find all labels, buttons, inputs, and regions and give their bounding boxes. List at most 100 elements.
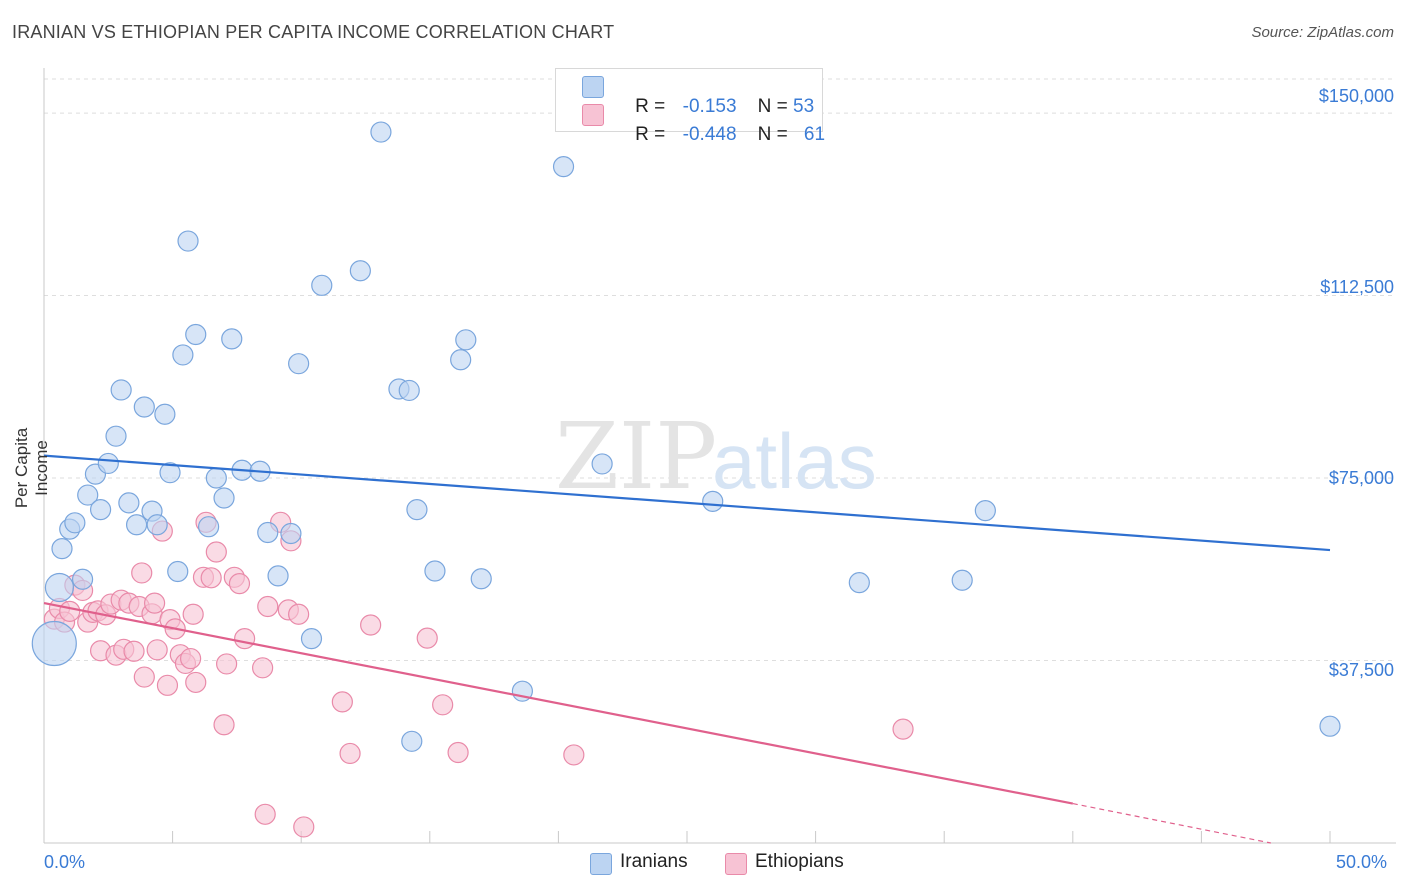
iranians-point	[470, 568, 492, 590]
iranians-point	[64, 512, 86, 534]
iranians-point	[300, 628, 323, 650]
watermark-zip: ZIP	[555, 403, 717, 510]
trend-lines	[43, 454, 1331, 844]
iranians-point	[133, 396, 155, 418]
ethiopians-point	[182, 603, 204, 625]
iranians-point	[205, 467, 227, 489]
iranians-point	[51, 537, 73, 560]
ethiopians-point	[131, 562, 153, 584]
y-tick-label: $150,000	[1318, 86, 1394, 106]
ethiopians-point	[59, 600, 81, 622]
n-label: N =	[757, 124, 788, 145]
y-axis-title: Per Capita Income	[12, 427, 51, 509]
iranians-point	[424, 560, 446, 582]
bottom-legend-ethiopians: Ethiopians	[755, 851, 844, 872]
ethiopians-point	[156, 674, 179, 696]
ethiopians-point	[293, 816, 315, 838]
iranians-point	[146, 514, 168, 536]
iranians-point	[118, 492, 140, 514]
n-label: N =	[757, 96, 788, 117]
legend-row-iranians: R = -0.153 N = 53	[614, 74, 814, 117]
iranians-point	[185, 323, 207, 346]
ethiopians-point	[216, 653, 238, 675]
ethiopians-point	[252, 657, 274, 679]
ethiopians-point	[143, 592, 166, 614]
y-tick-label: $37,500	[1328, 660, 1394, 680]
iranians-point	[951, 569, 973, 591]
ethiopians-points	[43, 511, 914, 838]
legend-row-ethiopians: R = -0.448 N = 61	[614, 102, 825, 145]
iranians-point	[71, 568, 94, 590]
ethiopians-point	[447, 741, 469, 764]
correlation-legend: R = -0.153 N = 53 R = -0.448 N = 61	[555, 68, 825, 145]
iranians-point	[177, 230, 199, 252]
ethiopians-point	[892, 718, 914, 740]
iranians-point	[198, 516, 220, 538]
iranians-point	[31, 620, 77, 667]
ethiopians-swatch	[582, 104, 604, 126]
ethiopians-point	[200, 567, 222, 589]
iranians-point	[406, 499, 428, 521]
ethiopians-point	[123, 640, 145, 662]
iranians-point	[267, 565, 289, 587]
ethiopians-point	[432, 694, 454, 716]
ethiopians-point	[416, 627, 438, 649]
r-value: -0.153	[682, 96, 737, 117]
y-tick-label: $75,000	[1328, 468, 1394, 488]
ethiopians-point	[185, 671, 207, 694]
iranians-point	[257, 521, 279, 544]
source-note: Source: ZipAtlas.com	[1251, 24, 1394, 41]
ethiopians-point	[254, 803, 276, 825]
iranians-point	[154, 403, 176, 425]
iranians-point	[974, 500, 996, 522]
iranians-point	[125, 514, 148, 536]
chart-title: IRANIAN VS ETHIOPIAN PER CAPITA INCOME C…	[12, 22, 615, 42]
bottom-legend-ethiopians-swatch	[725, 853, 747, 875]
iranians-point	[110, 379, 132, 401]
watermark-atlas: atlas	[712, 417, 877, 505]
ethiopians-point	[180, 647, 202, 670]
ethiopians-point	[205, 541, 227, 563]
x-tick-label-min: 0.0%	[44, 852, 86, 872]
iranians-point	[77, 484, 99, 506]
watermark: ZIP atlas	[555, 403, 877, 510]
iranians-point	[97, 452, 119, 475]
iranians-point	[450, 349, 472, 371]
iranians-point	[401, 730, 423, 752]
iranians-point	[280, 522, 302, 545]
ethiopians-point	[146, 639, 168, 661]
iranians-point	[221, 328, 243, 350]
r-label: R =	[635, 96, 666, 117]
iranians-point	[349, 260, 371, 282]
ethiopians-point	[213, 714, 235, 736]
iranians-point	[213, 487, 235, 509]
ethiopians-point	[228, 573, 251, 595]
iranians-point	[455, 329, 477, 351]
iranians-trend-line	[43, 454, 1331, 552]
iranians-point	[311, 274, 333, 296]
iranians-point	[370, 121, 392, 143]
ethiopians-point	[563, 744, 585, 766]
x-tick-label-max: 50.0%	[1336, 852, 1388, 872]
n-value: 61	[803, 124, 826, 145]
iranians-point	[591, 453, 613, 475]
iranians-point	[172, 344, 194, 366]
y-tick-label: $112,500	[1320, 277, 1394, 297]
iranians-swatch	[582, 76, 604, 98]
ethiopians-point	[339, 742, 361, 765]
r-label: R =	[635, 124, 666, 145]
r-value: -0.448	[682, 124, 737, 145]
iranians-point	[159, 462, 181, 484]
ethiopians-point	[133, 666, 155, 688]
iranians-point	[702, 490, 724, 512]
iranians-point	[288, 353, 310, 375]
iranians-point	[552, 155, 575, 178]
ethiopians-point	[360, 614, 382, 636]
iranians-point	[89, 499, 112, 521]
ethiopians-point	[288, 603, 310, 625]
iranians-point	[398, 379, 420, 402]
iranians-point	[167, 560, 189, 583]
ethiopians-point	[257, 595, 279, 618]
bottom-legend-iranians-swatch	[590, 853, 612, 875]
